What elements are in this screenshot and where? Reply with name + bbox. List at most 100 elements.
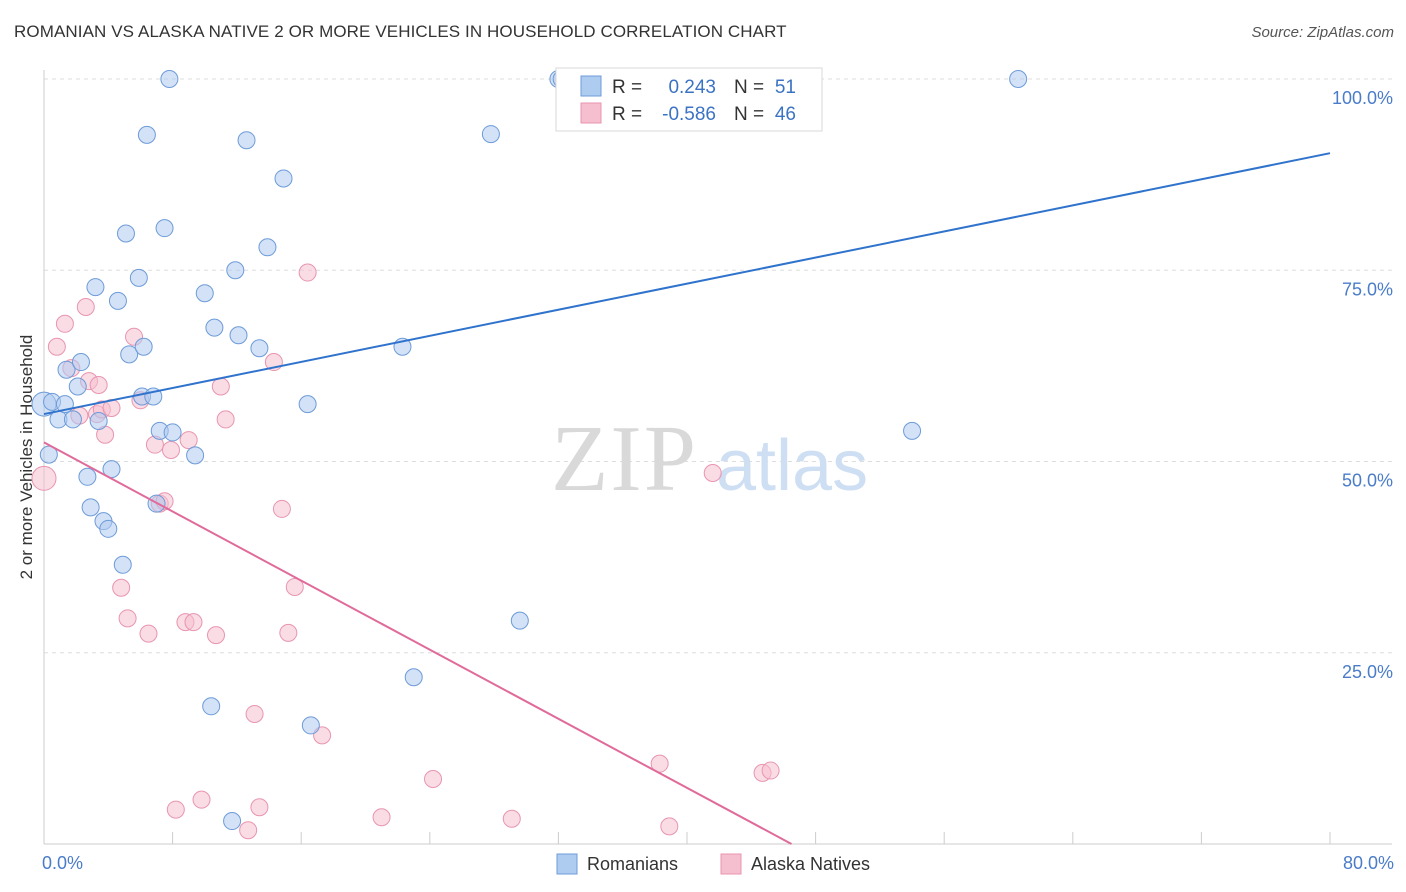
romanians-point bbox=[223, 812, 242, 831]
romanians-point bbox=[120, 345, 139, 364]
alaska-natives-point bbox=[166, 800, 185, 819]
alaska-natives-point bbox=[184, 613, 203, 632]
alaska-natives-point bbox=[207, 626, 226, 645]
bottom-legend-swatch-romanians bbox=[556, 853, 578, 875]
romanians-point bbox=[137, 125, 156, 144]
x-tick-label-max: 80.0% bbox=[1343, 853, 1394, 873]
series-legend: Romanians Alaska Natives bbox=[556, 853, 870, 875]
y-tick-label-50: 50.0% bbox=[1342, 471, 1393, 491]
bottom-legend-label-alaska-natives: Alaska Natives bbox=[751, 854, 870, 874]
romanians-point bbox=[134, 337, 153, 356]
y-tick-label-100: 100.0% bbox=[1332, 88, 1393, 108]
chart-title: ROMANIAN VS ALASKA NATIVE 2 OR MORE VEHI… bbox=[14, 22, 787, 41]
romanians-point bbox=[298, 395, 317, 414]
alaska-natives-point bbox=[31, 465, 57, 491]
watermark: ZIP atlas bbox=[551, 407, 868, 511]
alaska-natives-point bbox=[239, 821, 258, 840]
correlation-legend: R = 0.243 N = 51 R = -0.586 N = 46 bbox=[555, 67, 823, 132]
alaska-natives-point bbox=[279, 623, 298, 642]
alaska-natives-point bbox=[250, 798, 269, 817]
source-credit: Source: ZipAtlas.com bbox=[1251, 24, 1394, 41]
alaska-natives-point bbox=[761, 761, 780, 780]
legend-swatch-romanians bbox=[580, 75, 602, 97]
legend-r-label-alaska-natives: R = bbox=[612, 104, 642, 125]
x-tick-label-min: 0.0% bbox=[42, 853, 83, 873]
alaska-natives-point bbox=[118, 609, 137, 628]
watermark-atlas: atlas bbox=[716, 426, 868, 506]
romanians-point bbox=[63, 410, 82, 429]
romanians-trend-line bbox=[43, 152, 1331, 416]
romanians-point bbox=[86, 278, 105, 297]
romanians-point bbox=[258, 238, 277, 257]
series-romanians-points bbox=[31, 70, 1028, 831]
romanians-point bbox=[1009, 70, 1028, 88]
romanians-point bbox=[116, 224, 135, 243]
alaska-natives-point bbox=[298, 263, 317, 282]
alaska-natives-point bbox=[372, 808, 391, 827]
romanians-point bbox=[205, 318, 224, 337]
romanians-point bbox=[195, 284, 214, 303]
alaska-natives-point bbox=[76, 297, 95, 316]
romanians-point bbox=[78, 467, 97, 486]
romanians-point bbox=[202, 697, 221, 716]
romanians-point bbox=[404, 668, 423, 687]
romanians-point bbox=[99, 519, 118, 538]
alaska-natives-point bbox=[179, 431, 198, 450]
alaska-natives-point bbox=[89, 376, 108, 394]
alaska-natives-point bbox=[55, 314, 74, 333]
alaska-natives-point bbox=[424, 769, 443, 788]
romanians-point bbox=[250, 339, 269, 358]
alaska-natives-point bbox=[161, 441, 180, 460]
romanians-point bbox=[71, 353, 90, 372]
alaska-natives-point bbox=[192, 790, 211, 809]
romanians-point bbox=[226, 261, 245, 280]
legend-r-value-romanians: 0.243 bbox=[668, 77, 716, 98]
alaska-natives-trend-line bbox=[43, 441, 792, 845]
alaska-natives-point bbox=[211, 377, 230, 396]
legend-n-label-romanians: N = bbox=[734, 77, 764, 98]
romanians-point bbox=[163, 423, 182, 442]
legend-n-label-alaska-natives: N = bbox=[734, 104, 764, 125]
romanians-point bbox=[81, 498, 100, 517]
romanians-point bbox=[108, 291, 127, 310]
romanians-point bbox=[301, 716, 320, 735]
alaska-natives-point bbox=[502, 809, 521, 828]
romanians-point bbox=[229, 326, 248, 345]
legend-r-value-alaska-natives: -0.586 bbox=[662, 104, 716, 125]
romanians-point bbox=[39, 445, 58, 464]
alaska-natives-point bbox=[703, 463, 722, 482]
y-axis-title: 2 or more Vehicles in Household bbox=[17, 335, 36, 580]
romanians-point bbox=[113, 555, 132, 574]
romanians-point bbox=[510, 611, 529, 630]
alaska-natives-point bbox=[660, 817, 679, 836]
alaska-natives-point bbox=[216, 410, 235, 429]
alaska-natives-point bbox=[139, 624, 158, 643]
romanians-point bbox=[274, 169, 293, 188]
alaska-natives-point bbox=[313, 726, 332, 745]
romanians-point bbox=[155, 219, 174, 238]
romanians-point bbox=[186, 446, 205, 465]
y-tick-label-75: 75.0% bbox=[1342, 279, 1393, 299]
romanians-point bbox=[68, 377, 87, 396]
grid-lines bbox=[44, 78, 1392, 654]
bottom-legend-swatch-alaska-natives bbox=[720, 853, 742, 875]
alaska-natives-point bbox=[245, 704, 264, 723]
romanians-point bbox=[903, 421, 922, 440]
legend-r-label-romanians: R = bbox=[612, 77, 642, 98]
romanians-point bbox=[160, 70, 179, 88]
alaska-natives-point bbox=[285, 577, 304, 596]
alaska-natives-point bbox=[112, 578, 131, 597]
legend-swatch-alaska-natives bbox=[580, 102, 602, 124]
romanians-point bbox=[89, 411, 108, 430]
legend-n-value-alaska-natives: 46 bbox=[775, 104, 796, 125]
alaska-natives-point bbox=[47, 337, 66, 356]
alaska-natives-point bbox=[272, 499, 291, 518]
watermark-zip: ZIP bbox=[551, 407, 698, 511]
legend-n-value-romanians: 51 bbox=[775, 77, 796, 98]
romanians-point bbox=[129, 268, 148, 287]
y-tick-label-25: 25.0% bbox=[1342, 662, 1393, 682]
romanians-point bbox=[481, 125, 500, 144]
romanians-point bbox=[57, 360, 76, 379]
bottom-legend-label-romanians: Romanians bbox=[587, 854, 678, 874]
